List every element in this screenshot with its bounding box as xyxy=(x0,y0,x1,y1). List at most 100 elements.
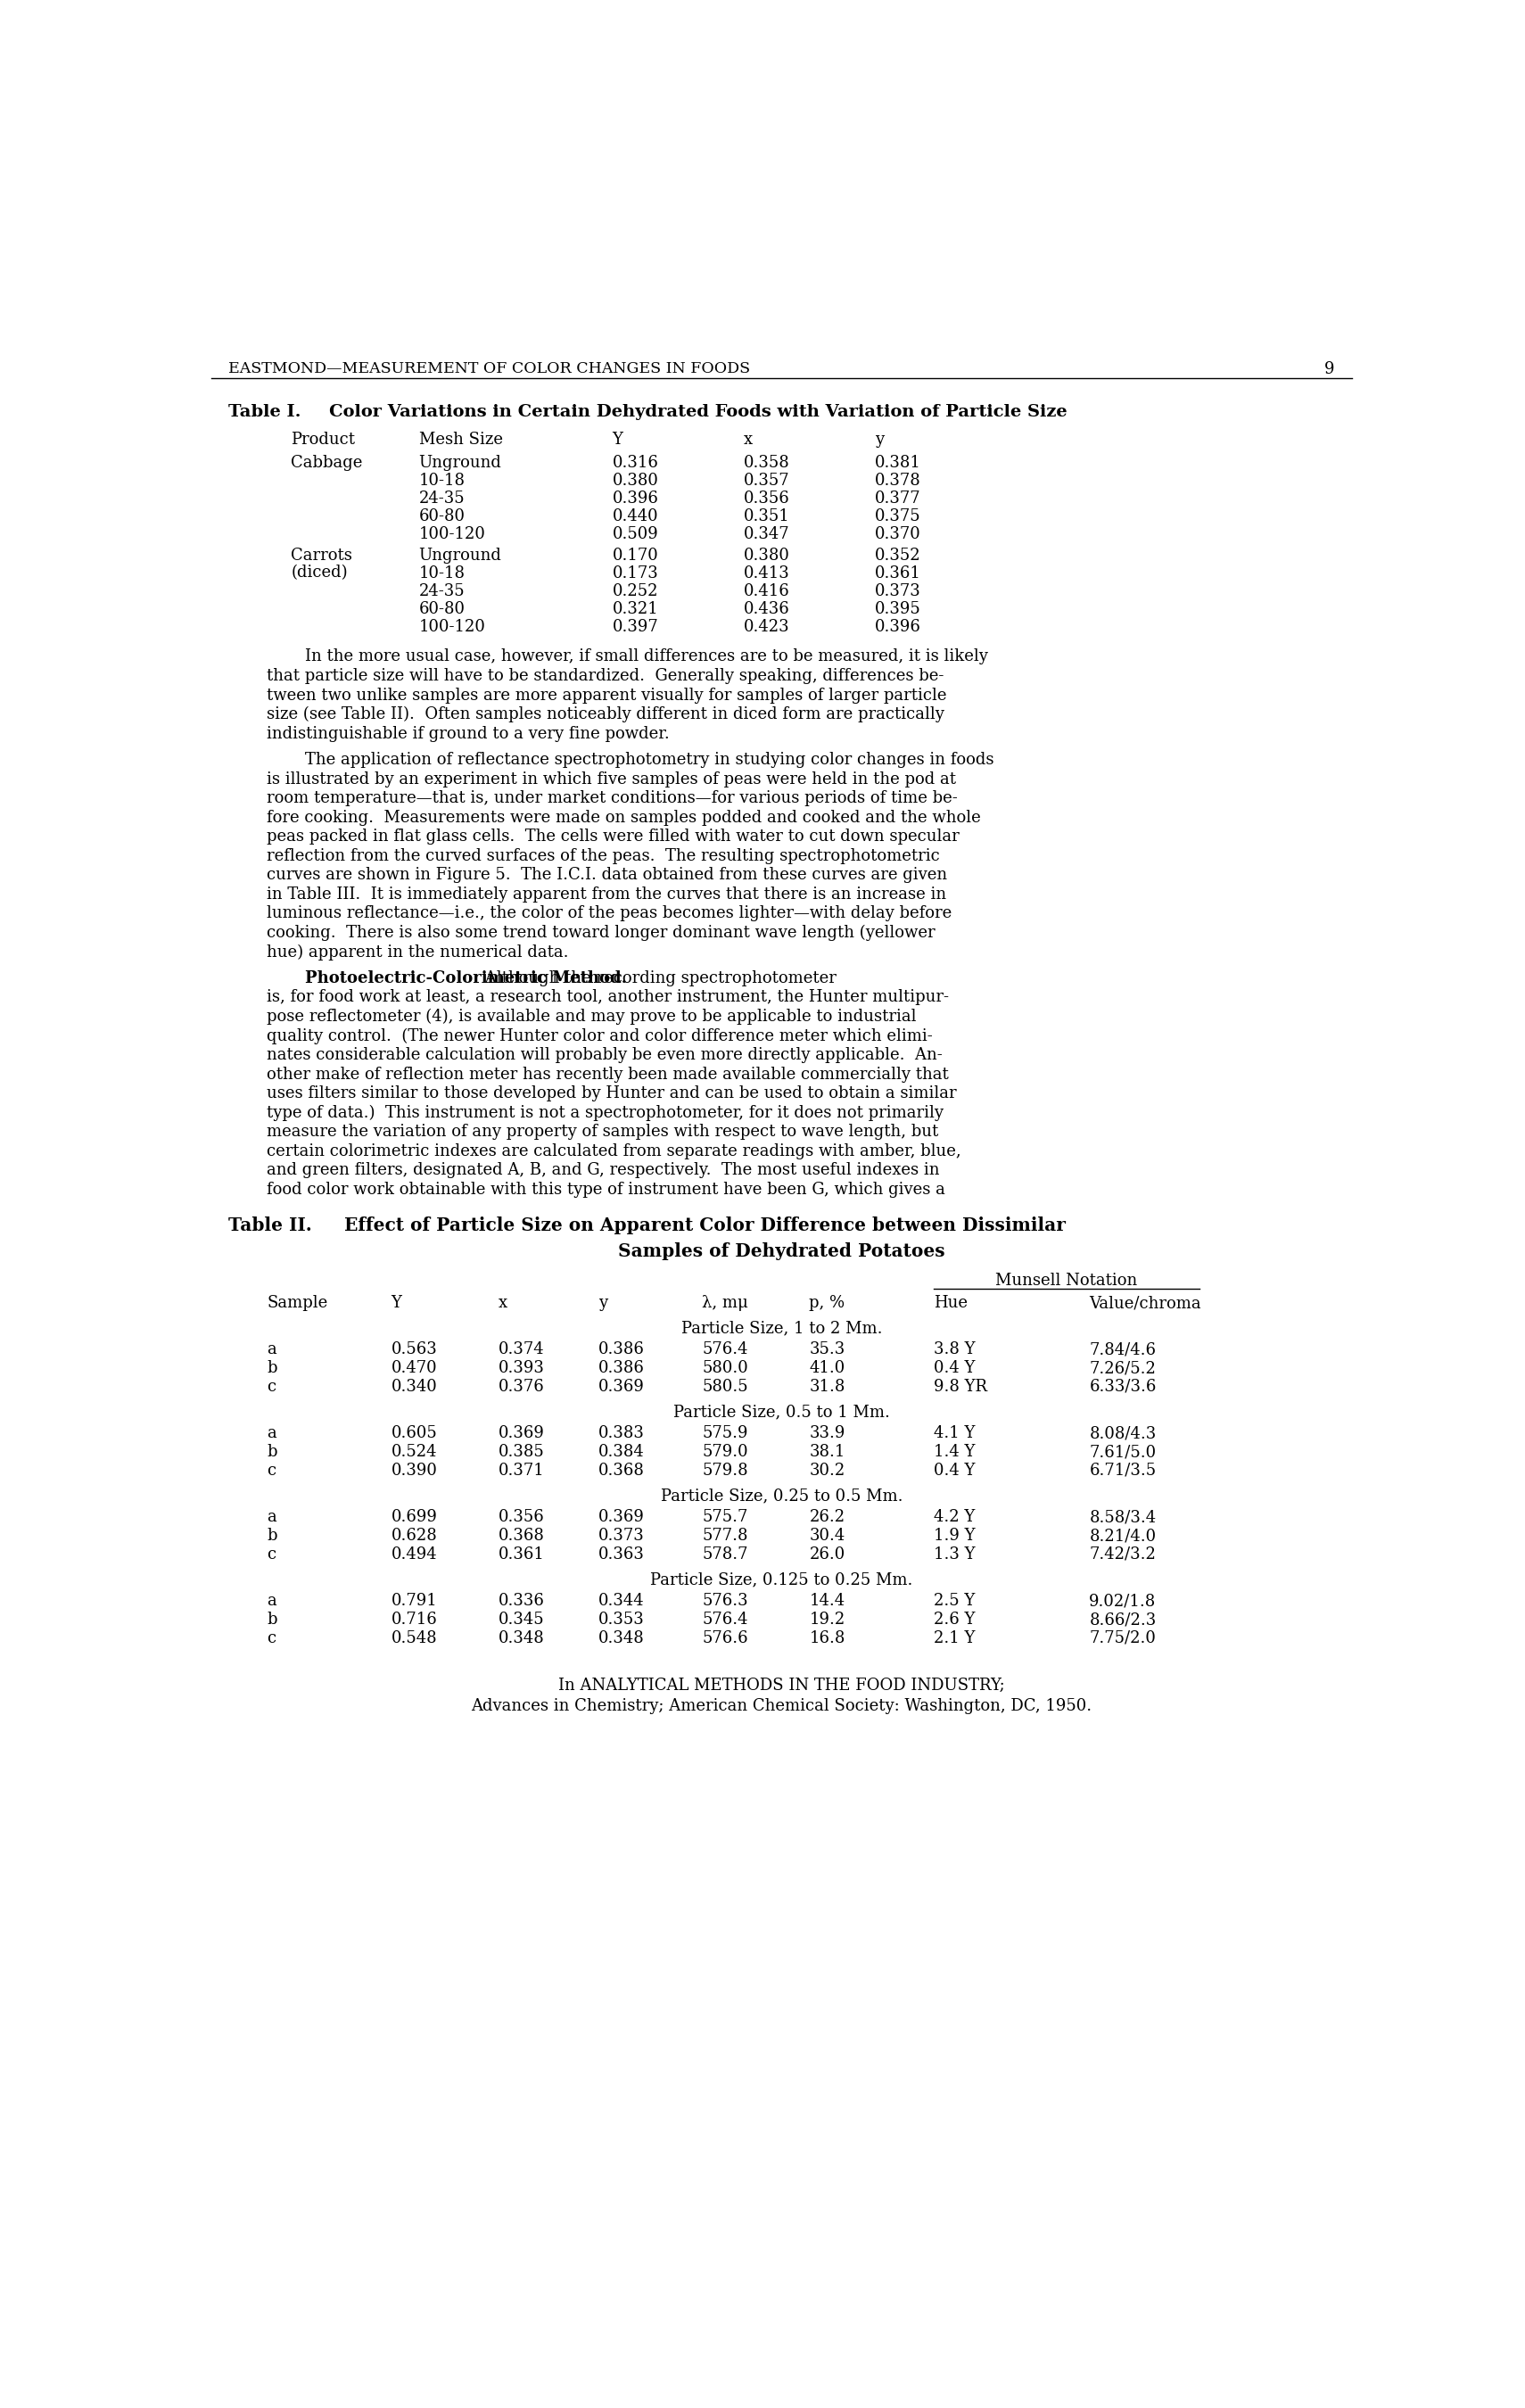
Text: b: b xyxy=(267,1361,278,1377)
Text: b: b xyxy=(267,1445,278,1459)
Text: 2.6 Y: 2.6 Y xyxy=(933,1611,974,1628)
Text: 7.42/3.2: 7.42/3.2 xyxy=(1089,1546,1156,1563)
Text: 0.252: 0.252 xyxy=(612,583,659,600)
Text: Y: Y xyxy=(612,431,622,448)
Text: 100-120: 100-120 xyxy=(419,527,485,542)
Text: λ, mμ: λ, mμ xyxy=(702,1296,749,1310)
Text: 6.33/3.6: 6.33/3.6 xyxy=(1089,1380,1156,1394)
Text: 10-18: 10-18 xyxy=(419,472,465,489)
Text: 0.628: 0.628 xyxy=(390,1527,438,1544)
Text: 0.340: 0.340 xyxy=(390,1380,438,1394)
Text: Carrots: Carrots xyxy=(291,547,352,563)
Text: y: y xyxy=(598,1296,607,1310)
Text: indistinguishable if ground to a very fine powder.: indistinguishable if ground to a very fi… xyxy=(267,725,669,742)
Text: 0.173: 0.173 xyxy=(612,566,659,580)
Text: Mesh Size: Mesh Size xyxy=(419,431,503,448)
Text: 6.71/3.5: 6.71/3.5 xyxy=(1089,1462,1156,1479)
Text: 10-18: 10-18 xyxy=(419,566,465,580)
Text: 0.699: 0.699 xyxy=(390,1510,438,1524)
Text: 0.386: 0.386 xyxy=(598,1341,645,1358)
Text: tween two unlike samples are more apparent visually for samples of larger partic: tween two unlike samples are more appare… xyxy=(267,686,947,703)
Text: 1.3 Y: 1.3 Y xyxy=(933,1546,974,1563)
Text: 3.8 Y: 3.8 Y xyxy=(933,1341,974,1358)
Text: hue) apparent in the numerical data.: hue) apparent in the numerical data. xyxy=(267,944,569,961)
Text: p, %: p, % xyxy=(810,1296,845,1310)
Text: 2.5 Y: 2.5 Y xyxy=(933,1594,974,1609)
Text: 0.369: 0.369 xyxy=(598,1380,645,1394)
Text: Particle Size, 1 to 2 Mm.: Particle Size, 1 to 2 Mm. xyxy=(682,1320,881,1336)
Text: 580.0: 580.0 xyxy=(702,1361,749,1377)
Text: 9.8 YR: 9.8 YR xyxy=(933,1380,987,1394)
Text: 0.368: 0.368 xyxy=(499,1527,544,1544)
Text: 26.0: 26.0 xyxy=(810,1546,845,1563)
Text: 8.58/3.4: 8.58/3.4 xyxy=(1089,1510,1156,1524)
Text: that particle size will have to be standardized.  Generally speaking, difference: that particle size will have to be stand… xyxy=(267,667,944,684)
Text: 9.02/1.8: 9.02/1.8 xyxy=(1089,1594,1156,1609)
Text: Table I.: Table I. xyxy=(229,405,302,421)
Text: 9: 9 xyxy=(1324,361,1334,378)
Text: c: c xyxy=(267,1462,276,1479)
Text: 576.3: 576.3 xyxy=(702,1594,749,1609)
Text: in Table III.  It is immediately apparent from the curves that there is an incre: in Table III. It is immediately apparent… xyxy=(267,886,947,903)
Text: Munsell Notation: Munsell Notation xyxy=(996,1274,1138,1288)
Text: 35.3: 35.3 xyxy=(810,1341,845,1358)
Text: Hue: Hue xyxy=(933,1296,967,1310)
Text: curves are shown in Figure 5.  The I.C.I. data obtained from these curves are gi: curves are shown in Figure 5. The I.C.I.… xyxy=(267,867,947,884)
Text: 0.548: 0.548 xyxy=(390,1630,438,1647)
Text: 0.395: 0.395 xyxy=(875,600,921,616)
Text: 8.21/4.0: 8.21/4.0 xyxy=(1089,1527,1156,1544)
Text: 0.385: 0.385 xyxy=(499,1445,544,1459)
Text: 0.371: 0.371 xyxy=(499,1462,544,1479)
Text: 0.4 Y: 0.4 Y xyxy=(933,1462,974,1479)
Text: 0.375: 0.375 xyxy=(875,508,921,525)
Text: 24-35: 24-35 xyxy=(419,583,465,600)
Text: 575.7: 575.7 xyxy=(702,1510,747,1524)
Text: 38.1: 38.1 xyxy=(810,1445,845,1459)
Text: other make of reflection meter has recently been made available commercially tha: other make of reflection meter has recen… xyxy=(267,1067,949,1081)
Text: 0.494: 0.494 xyxy=(390,1546,438,1563)
Text: 0.361: 0.361 xyxy=(875,566,921,580)
Text: 576.4: 576.4 xyxy=(702,1341,747,1358)
Text: 0.361: 0.361 xyxy=(499,1546,544,1563)
Text: 0.377: 0.377 xyxy=(875,491,921,508)
Text: certain colorimetric indexes are calculated from separate readings with amber, b: certain colorimetric indexes are calcula… xyxy=(267,1144,961,1158)
Text: 2.1 Y: 2.1 Y xyxy=(933,1630,974,1647)
Text: 19.2: 19.2 xyxy=(810,1611,845,1628)
Text: 41.0: 41.0 xyxy=(810,1361,845,1377)
Text: 0.416: 0.416 xyxy=(744,583,790,600)
Text: 31.8: 31.8 xyxy=(810,1380,845,1394)
Text: 0.524: 0.524 xyxy=(390,1445,438,1459)
Text: 0.352: 0.352 xyxy=(875,547,921,563)
Text: 0.716: 0.716 xyxy=(390,1611,438,1628)
Text: 0.351: 0.351 xyxy=(744,508,790,525)
Text: Effect of Particle Size on Apparent Color Difference between Dissimilar: Effect of Particle Size on Apparent Colo… xyxy=(345,1216,1066,1233)
Text: is illustrated by an experiment in which five samples of peas were held in the p: is illustrated by an experiment in which… xyxy=(267,771,956,787)
Text: 4.1 Y: 4.1 Y xyxy=(933,1426,974,1442)
Text: 0.348: 0.348 xyxy=(499,1630,544,1647)
Text: size (see Table II).  Often samples noticeably different in diced form are pract: size (see Table II). Often samples notic… xyxy=(267,706,944,722)
Text: 100-120: 100-120 xyxy=(419,619,485,636)
Text: 0.509: 0.509 xyxy=(612,527,659,542)
Text: Advances in Chemistry; American Chemical Society: Washington, DC, 1950.: Advances in Chemistry; American Chemical… xyxy=(471,1698,1092,1714)
Text: 0.383: 0.383 xyxy=(598,1426,645,1442)
Text: 0.413: 0.413 xyxy=(744,566,790,580)
Text: 60-80: 60-80 xyxy=(419,600,465,616)
Text: 7.61/5.0: 7.61/5.0 xyxy=(1089,1445,1156,1459)
Text: c: c xyxy=(267,1380,276,1394)
Text: Product: Product xyxy=(291,431,355,448)
Text: 0.368: 0.368 xyxy=(598,1462,645,1479)
Text: 0.344: 0.344 xyxy=(598,1594,645,1609)
Text: 0.396: 0.396 xyxy=(612,491,659,508)
Text: Photoelectric-Colorimetric Method.: Photoelectric-Colorimetric Method. xyxy=(305,970,627,987)
Text: 0.356: 0.356 xyxy=(499,1510,544,1524)
Text: 0.370: 0.370 xyxy=(875,527,921,542)
Text: y: y xyxy=(875,431,884,448)
Text: 0.374: 0.374 xyxy=(499,1341,544,1358)
Text: In the more usual case, however, if small differences are to be measured, it is : In the more usual case, however, if smal… xyxy=(305,648,988,665)
Text: cooking.  There is also some trend toward longer dominant wave length (yellower: cooking. There is also some trend toward… xyxy=(267,925,935,942)
Text: Cabbage: Cabbage xyxy=(291,455,363,472)
Text: 30.2: 30.2 xyxy=(810,1462,845,1479)
Text: Particle Size, 0.125 to 0.25 Mm.: Particle Size, 0.125 to 0.25 Mm. xyxy=(650,1572,913,1587)
Text: 579.8: 579.8 xyxy=(702,1462,749,1479)
Text: 0.348: 0.348 xyxy=(598,1630,645,1647)
